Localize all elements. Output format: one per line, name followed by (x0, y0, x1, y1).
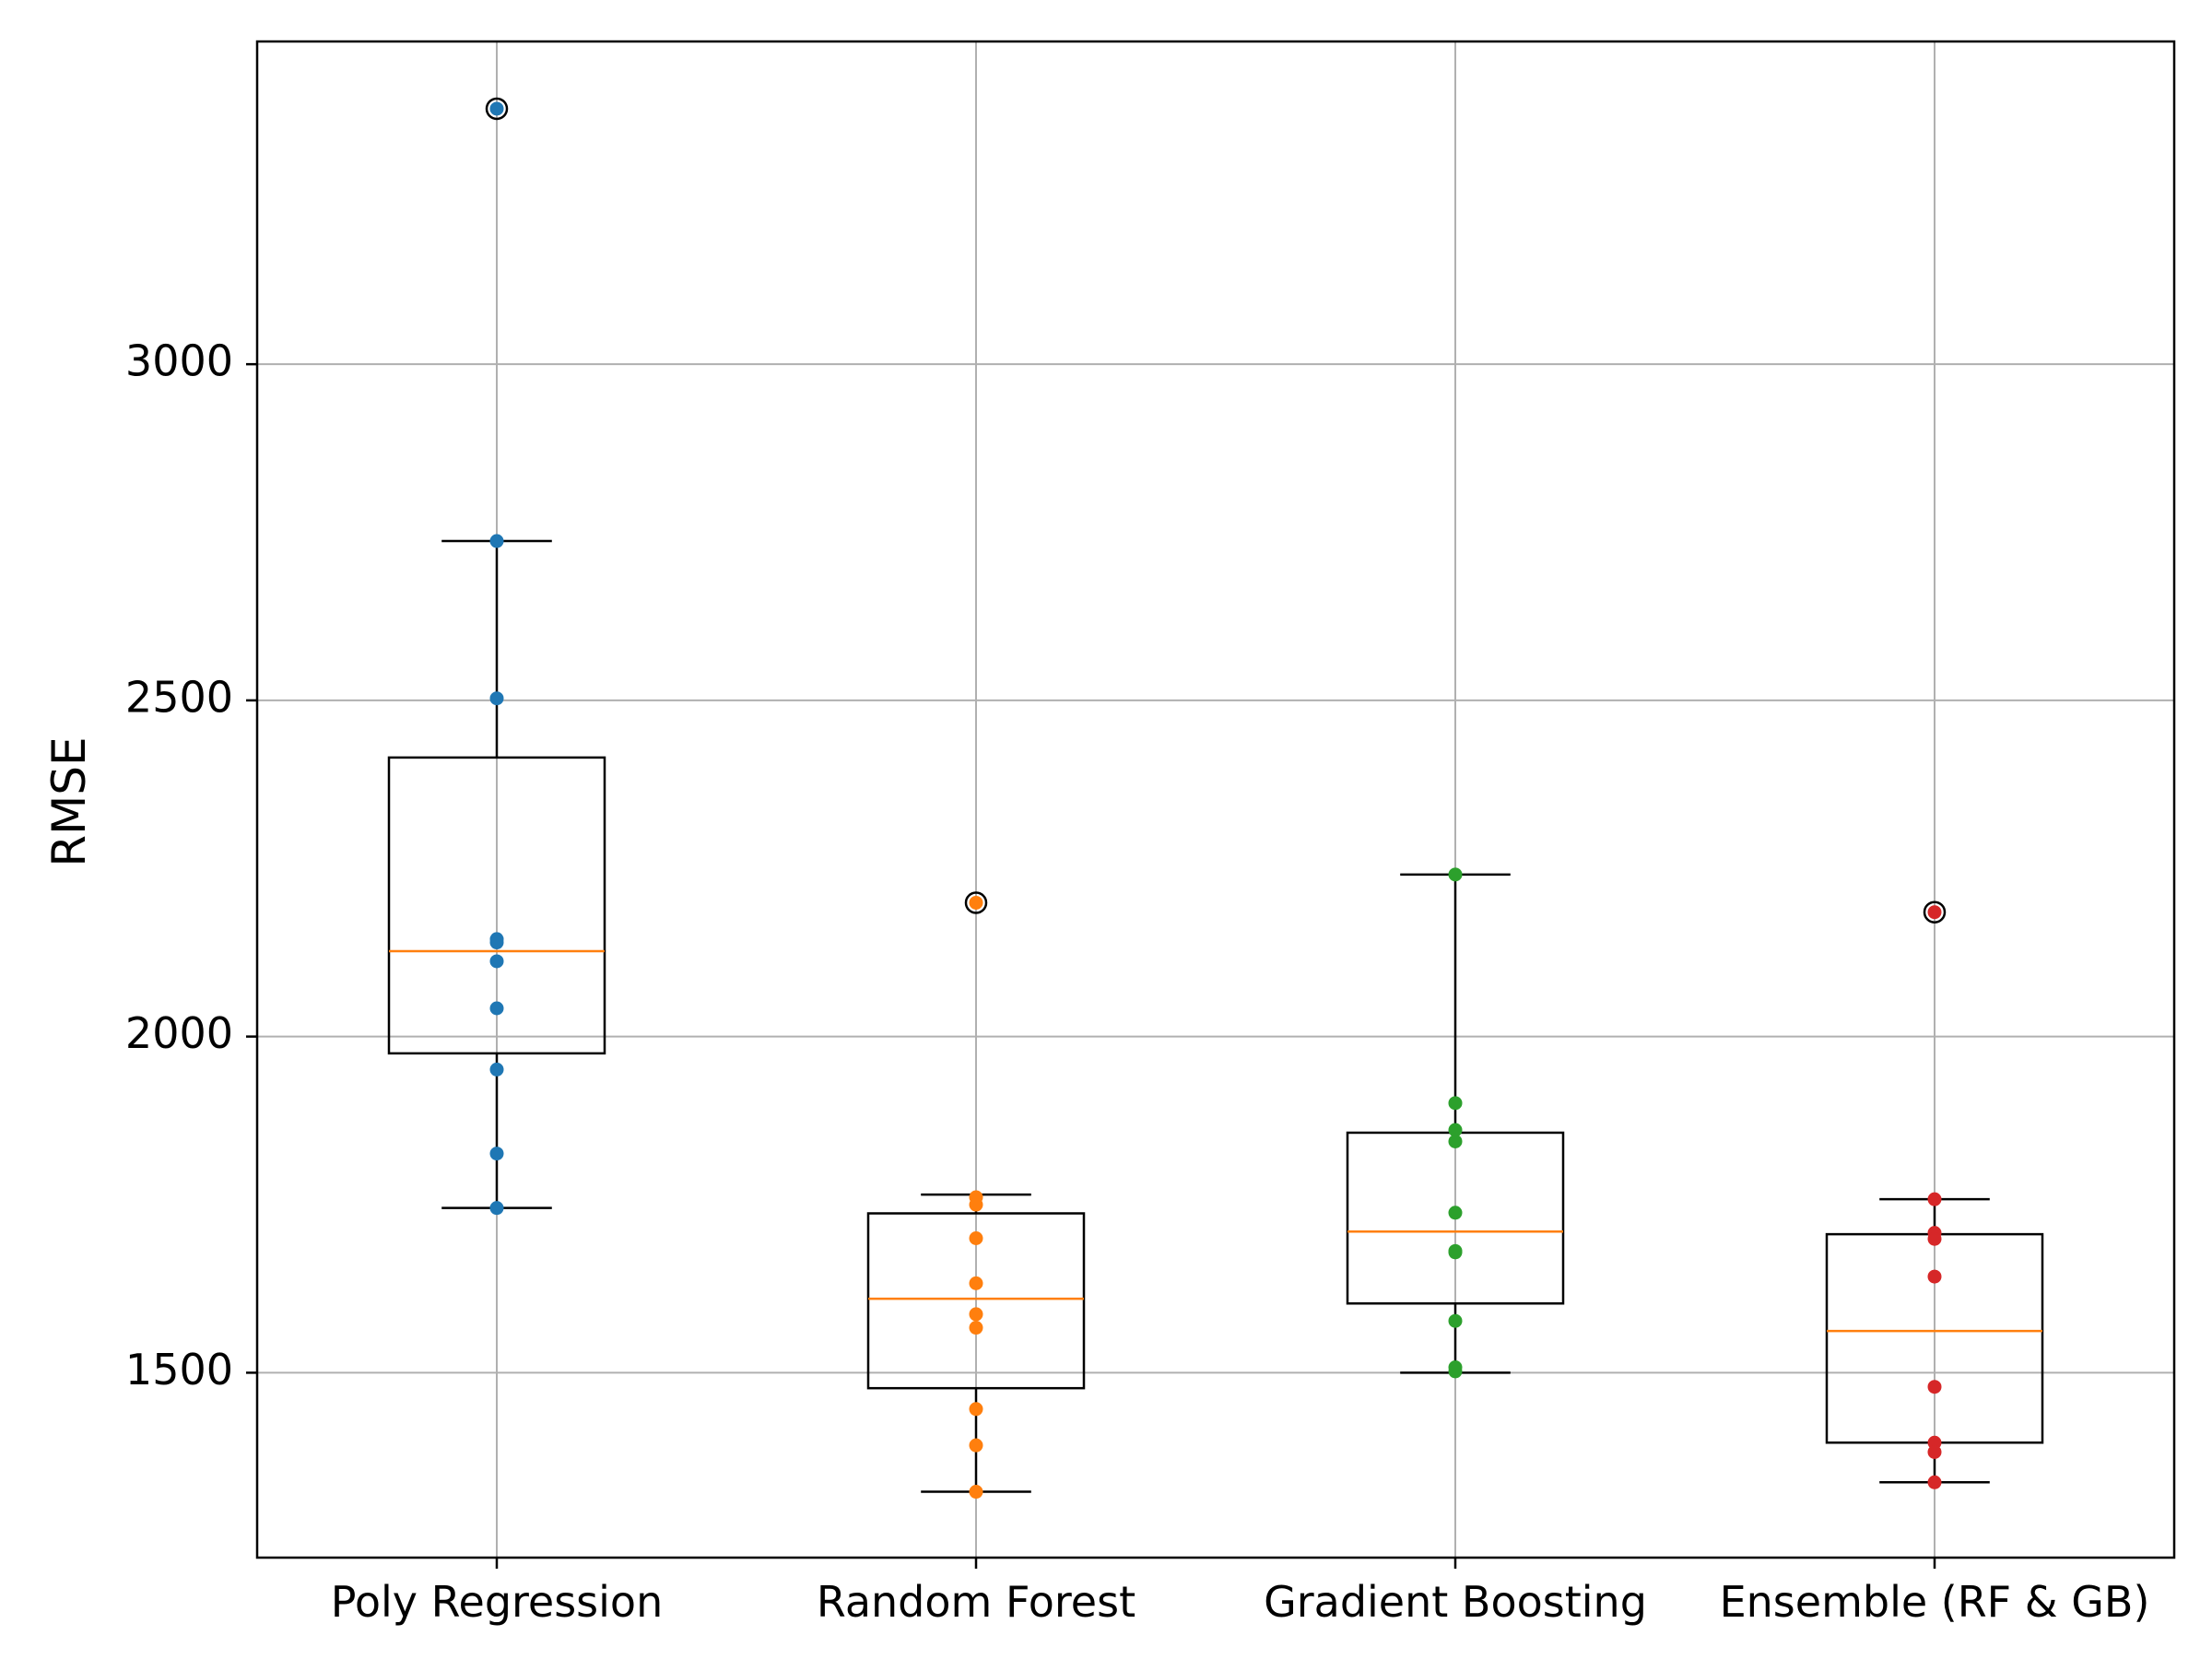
iqr-box (387, 756, 606, 1055)
y-tick-label: 2500 (125, 672, 233, 722)
data-point (1448, 1134, 1463, 1148)
data-point (969, 1307, 983, 1322)
x-tick-label: Ensemble (RF & GB) (1720, 1577, 2150, 1627)
plot-frame (255, 40, 2176, 1559)
data-point (969, 1230, 983, 1245)
outlier-marker (1923, 900, 1947, 924)
data-point (969, 1197, 983, 1212)
data-point (489, 691, 504, 706)
data-point (1927, 1380, 1942, 1394)
outlier-marker (964, 891, 988, 914)
outlier-marker (485, 97, 509, 121)
y-axis: 1500 2000 2500 3000 (125, 336, 257, 1394)
y-tick-label: 3000 (125, 336, 233, 386)
data-point (1927, 905, 1942, 920)
data-point (489, 1062, 504, 1077)
data-point (1448, 867, 1463, 882)
data-point (1448, 1313, 1463, 1328)
data-point (1448, 1206, 1463, 1220)
data-points (489, 101, 1942, 1500)
data-point (489, 101, 504, 116)
data-point (1927, 1444, 1942, 1459)
box-series (387, 97, 2044, 1493)
data-point (489, 1001, 504, 1016)
data-point (489, 534, 504, 548)
data-point (1448, 1123, 1463, 1137)
data-point (969, 1402, 983, 1417)
data-point (1927, 1475, 1942, 1489)
data-point (1448, 1364, 1463, 1379)
y-axis-label: RMSE (42, 736, 96, 866)
y-tick-label: 2000 (125, 1008, 233, 1058)
data-point (489, 954, 504, 969)
data-point (969, 1276, 983, 1290)
data-point (969, 1438, 983, 1453)
grid-lines (257, 41, 2174, 1558)
data-point (969, 1485, 983, 1500)
data-point (1927, 1231, 1942, 1246)
data-point (489, 1201, 504, 1216)
box-0 (387, 97, 606, 1209)
x-axis: Poly Regression Random Forest Gradient Boo… (331, 1558, 2150, 1627)
x-tick-label: Gradient Boosting (1264, 1577, 1647, 1627)
y-tick-label: 1500 (125, 1345, 233, 1394)
data-point (489, 1147, 504, 1161)
x-tick-label: Random Forest (817, 1577, 1135, 1627)
iqr-box (866, 1212, 1086, 1390)
data-point (1448, 1096, 1463, 1111)
data-point (969, 1321, 983, 1335)
data-point (969, 895, 983, 910)
data-point (489, 935, 504, 950)
data-point (1927, 1192, 1942, 1206)
data-point (1927, 1269, 1942, 1284)
data-point (1448, 1245, 1463, 1260)
x-tick-label: Poly Regression (331, 1577, 663, 1627)
